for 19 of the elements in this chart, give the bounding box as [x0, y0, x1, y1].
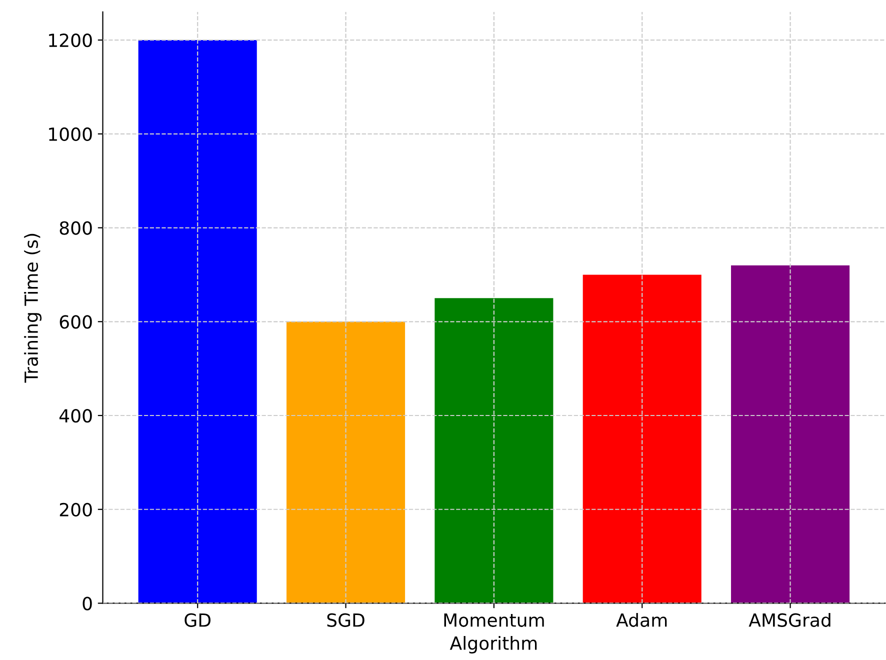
x-axis-title: Algorithm — [450, 636, 537, 654]
bar — [582, 274, 702, 604]
bar — [731, 265, 850, 604]
x-tick-label: Momentum — [444, 614, 544, 627]
y-tick-label: 1200 — [49, 34, 92, 48]
y-tick-label: 1000 — [49, 127, 92, 142]
bar — [286, 322, 406, 604]
y-tick-label: 800 — [60, 221, 92, 235]
y-tick-label: 200 — [60, 502, 92, 516]
x-tick-label: GD — [184, 613, 210, 627]
x-tick-label: AMSGrad — [748, 612, 830, 627]
x-tick-label: Adam — [616, 612, 667, 627]
bar — [434, 298, 554, 604]
y-tick-label: 600 — [60, 315, 92, 329]
y-tick-label: 0 — [82, 596, 92, 610]
x-tick-label: SGD — [327, 613, 364, 627]
y-axis-title: Training Time (s) — [24, 234, 42, 383]
bar — [138, 40, 257, 604]
y-tick-label: 400 — [59, 408, 92, 423]
